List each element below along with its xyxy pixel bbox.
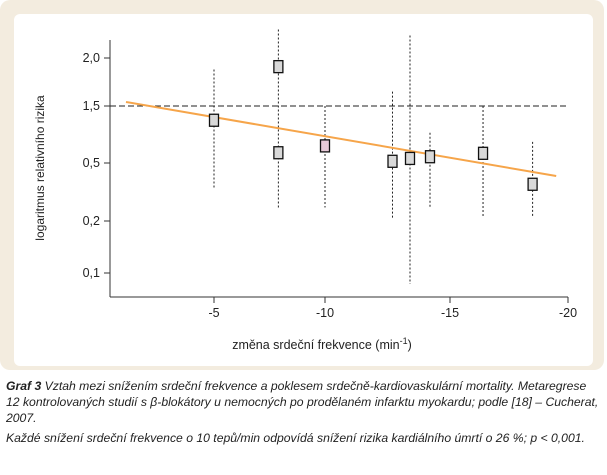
axes [104, 40, 569, 303]
x-tick-label: -20 [559, 306, 577, 320]
y-tick-label: 0,1 [83, 266, 100, 280]
data-point [273, 146, 284, 160]
axis-labels: 2,0 1,5 0,5 0,2 0,1 -5 -10 -15 -20 změna srdeční … [33, 51, 577, 352]
data-point [477, 146, 489, 160]
x-tick-label: -5 [208, 306, 219, 320]
caption-text-1: Vztah mezi snížením srdeční frekvence a … [6, 379, 599, 425]
data-point [273, 59, 284, 74]
chart-svg: 2,0 1,5 0,5 0,2 0,1 -5 -10 -15 -20 změna srdeční … [33, 29, 577, 352]
x-axis-title: změna srdeční frekvence (min-1) [232, 336, 412, 352]
x-tick-label: -10 [316, 306, 334, 320]
caption-paragraph-1: Graf 3 Vztah mezi snížením srdeční frekv… [6, 378, 602, 426]
data-point [404, 151, 416, 166]
caption-text-2: Každé snížení srdeční frekvence o 10 tep… [6, 431, 585, 445]
y-tick-label: 0,2 [83, 214, 100, 228]
caption-paragraph-2: Každé snížení srdeční frekvence o 10 tep… [6, 430, 602, 446]
x-tick-label: -15 [441, 306, 459, 320]
data-point [527, 177, 538, 191]
data-points [208, 59, 538, 191]
y-tick-label: 2,0 [83, 51, 100, 65]
figure-caption: Graf 3 Vztah mezi snížením srdeční frekv… [6, 378, 602, 450]
data-point [424, 150, 436, 164]
regression-line [125, 101, 557, 177]
caption-label: Graf 3 [6, 379, 42, 393]
data-point [319, 139, 331, 153]
y-tick-label: 0,5 [83, 156, 100, 170]
y-axis-title: logaritmus relativního rizika [33, 95, 47, 241]
y-tick-label: 1,5 [83, 99, 100, 113]
data-point [387, 154, 398, 168]
regression-trend-line [125, 101, 557, 177]
data-point [208, 113, 220, 127]
